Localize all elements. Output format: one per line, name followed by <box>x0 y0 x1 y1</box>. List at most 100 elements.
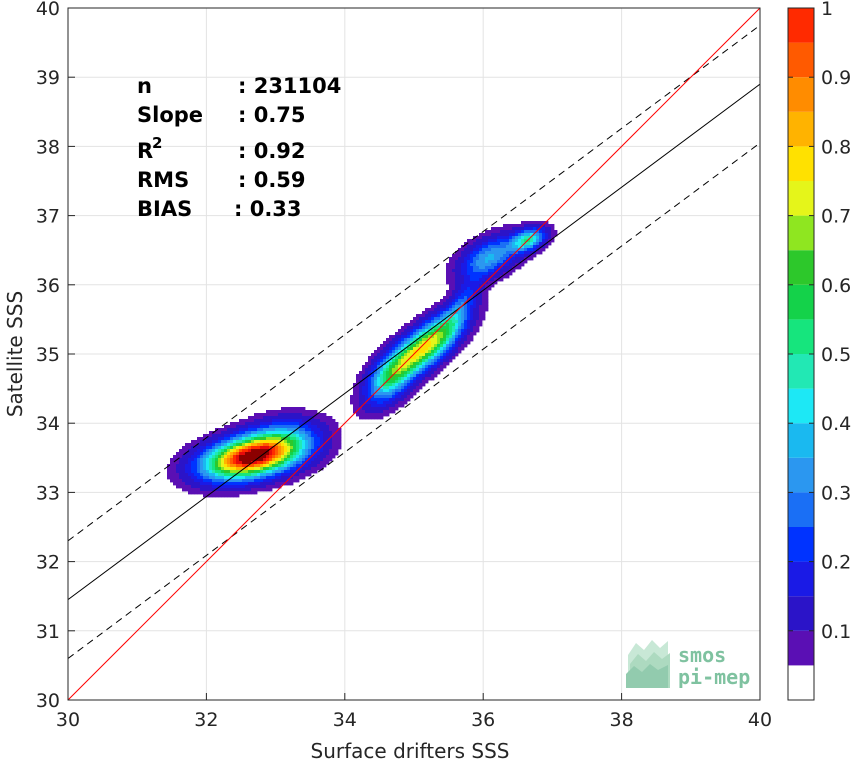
density-cell <box>530 233 534 237</box>
density-cell <box>377 368 381 372</box>
density-cell <box>248 476 252 480</box>
density-cell <box>449 353 453 357</box>
density-cell <box>194 452 198 456</box>
density-cell <box>494 263 498 267</box>
stat-label-n: n <box>137 74 152 98</box>
density-cell <box>485 239 489 243</box>
density-cell <box>446 311 450 315</box>
density-cell <box>461 317 465 321</box>
density-cell <box>356 404 360 408</box>
density-cell <box>389 335 393 339</box>
density-cell <box>476 272 480 276</box>
density-cell <box>449 341 453 345</box>
density-cell <box>305 413 309 417</box>
density-cell <box>467 314 471 318</box>
density-cell <box>206 482 210 486</box>
density-cell <box>293 479 297 483</box>
colorbar-tick-label: 0.2 <box>821 552 851 574</box>
density-cell <box>236 443 240 447</box>
density-cell <box>227 488 231 492</box>
density-cell <box>458 290 462 294</box>
density-cell <box>458 278 462 282</box>
density-cell <box>485 245 489 249</box>
density-cell <box>380 395 384 399</box>
density-cell <box>470 272 474 276</box>
density-cell <box>449 332 453 336</box>
density-cell <box>419 329 423 333</box>
density-cell <box>203 455 207 459</box>
density-cell <box>296 437 300 441</box>
density-cell <box>191 467 195 471</box>
density-cell <box>224 428 228 432</box>
density-cell <box>440 350 444 354</box>
density-cell <box>422 347 426 351</box>
density-cell <box>467 326 471 330</box>
density-cell <box>422 371 426 375</box>
density-cell <box>242 431 246 435</box>
density-cell <box>494 281 498 285</box>
density-cell <box>473 296 477 300</box>
density-cell <box>431 344 435 348</box>
density-cell <box>170 461 174 465</box>
density-cell <box>395 344 399 348</box>
density-cell <box>359 401 363 405</box>
density-cell <box>482 278 486 282</box>
density-cell <box>485 248 489 252</box>
density-cell <box>284 467 288 471</box>
density-cell <box>224 452 228 456</box>
density-cell <box>218 488 222 492</box>
density-cell <box>491 239 495 243</box>
density-cell <box>398 392 402 396</box>
density-cell <box>266 479 270 483</box>
density-cell <box>479 233 483 237</box>
density-cell <box>326 461 330 465</box>
density-cell <box>407 371 411 375</box>
density-cell <box>332 428 336 432</box>
density-cell <box>455 326 459 330</box>
density-cell <box>473 269 477 273</box>
density-cell <box>470 320 474 324</box>
density-cell <box>413 371 417 375</box>
density-cell <box>203 446 207 450</box>
density-cell <box>260 455 264 459</box>
density-cell <box>365 395 369 399</box>
density-cell <box>254 464 258 468</box>
density-cell <box>227 482 231 486</box>
density-cell <box>458 269 462 273</box>
density-cell <box>293 458 297 462</box>
density-cell <box>317 455 321 459</box>
density-cell <box>419 380 423 384</box>
density-cell <box>509 251 513 255</box>
density-cell <box>482 263 486 267</box>
density-cell <box>392 374 396 378</box>
density-cell <box>461 344 465 348</box>
density-cell <box>305 419 309 423</box>
density-cell <box>371 410 375 414</box>
density-cell <box>389 362 393 366</box>
density-cell <box>458 311 462 315</box>
density-cell <box>371 404 375 408</box>
density-cell <box>329 428 333 432</box>
density-cell <box>443 311 447 315</box>
density-cell <box>401 347 405 351</box>
density-cell <box>302 434 306 438</box>
density-cell <box>326 446 330 450</box>
density-cell <box>404 323 408 327</box>
density-cell <box>236 458 240 462</box>
density-cell <box>212 476 216 480</box>
density-cell <box>299 458 303 462</box>
density-cell <box>284 452 288 456</box>
density-cell <box>281 446 285 450</box>
density-cell <box>242 464 246 468</box>
density-cell <box>407 383 411 387</box>
density-cell <box>209 473 213 477</box>
density-cell <box>464 275 468 279</box>
density-cell <box>257 428 261 432</box>
density-cell <box>191 452 195 456</box>
density-cell <box>311 461 315 465</box>
density-cell <box>221 452 225 456</box>
density-cell <box>362 377 366 381</box>
density-cell <box>233 446 237 450</box>
density-cell <box>224 461 228 465</box>
density-cell <box>248 422 252 426</box>
